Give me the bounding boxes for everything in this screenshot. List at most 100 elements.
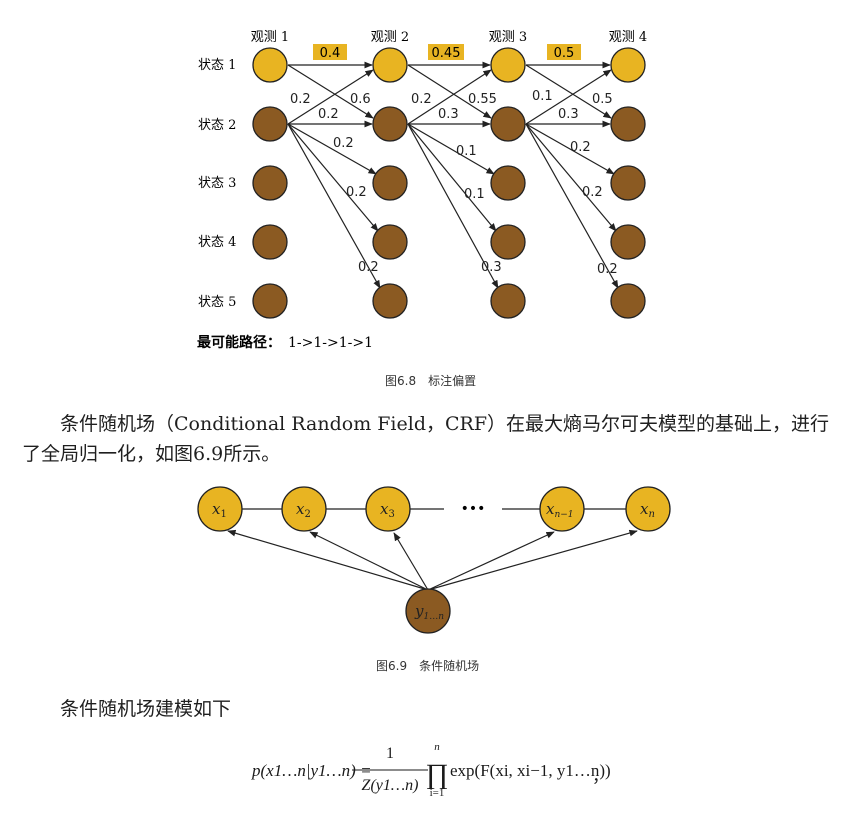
edge-label: 0.5 — [592, 92, 613, 107]
edge — [407, 64, 492, 119]
figure-6-8: 观测 1 观测 2 观测 3 观测 4 状态 1 状态 2 状态 3 状态 4 … — [197, 30, 647, 351]
state-label-3: 状态 3 — [198, 176, 236, 191]
state-node — [490, 283, 526, 319]
x-node-1-label: x1 — [212, 500, 227, 520]
prob-label-1: 0.4 — [320, 46, 341, 61]
x-node-2 — [281, 486, 327, 532]
prob-highlight-3 — [547, 44, 581, 60]
edge — [287, 123, 379, 232]
edge-label: 0.2 — [290, 92, 311, 107]
obs-label-2: 观测 2 — [371, 30, 409, 45]
formula-lhs: p(x1…n|y1…n) = — [251, 761, 372, 780]
product-upper: n — [434, 741, 440, 753]
x-node-n-label: xn — [640, 500, 655, 520]
paragraph-crf-model: 条件随机场建模如下 — [60, 698, 232, 720]
edge-label: 0.2 — [318, 107, 339, 122]
prob-label-2: 0.45 — [432, 46, 461, 61]
y-to-x-edge — [393, 532, 429, 591]
edge-label: 0.3 — [481, 260, 502, 275]
prob-highlight-2 — [428, 44, 464, 60]
figure-6-8-caption: 图6.8 标注偏置 — [385, 374, 477, 388]
state-label-5: 状态 5 — [198, 295, 236, 310]
edge-label: 0.1 — [464, 187, 485, 202]
formula-numerator: 1 — [386, 745, 394, 762]
obs-label-1: 观测 1 — [251, 30, 289, 45]
chain-ellipsis: ••• — [461, 501, 486, 517]
state-label-2: 状态 2 — [198, 118, 236, 133]
state-node — [610, 224, 646, 260]
edge-label: 0.55 — [468, 92, 497, 107]
product-lower: i=1 — [430, 787, 445, 799]
edge — [525, 69, 612, 125]
y-to-x-edge — [309, 531, 429, 591]
obs-label-3: 观测 3 — [489, 30, 527, 45]
formula-trailing: ， — [592, 767, 609, 786]
state-node — [610, 165, 646, 201]
edge-label: 0.1 — [456, 144, 477, 159]
edge-label: 0.2 — [570, 140, 591, 155]
edge — [407, 69, 492, 125]
prob-highlight-1 — [313, 44, 347, 60]
edge-label: 0.2 — [346, 185, 367, 200]
figure-6-9: ••• x1 x2 x3 xn−1 xn y1…n — [197, 486, 671, 634]
edge — [287, 64, 374, 119]
state-node — [372, 224, 408, 260]
path-value: 1->1->1->1 — [288, 335, 373, 351]
state-node — [490, 165, 526, 201]
state-node — [610, 283, 646, 319]
edge-label: 0.3 — [558, 107, 579, 122]
edge-label: 0.2 — [358, 260, 379, 275]
state-node — [490, 224, 526, 260]
y-node — [405, 588, 451, 634]
state-node — [252, 106, 288, 142]
state-node — [372, 165, 408, 201]
state-node — [252, 47, 288, 83]
edge — [407, 123, 497, 232]
x-node-1 — [197, 486, 243, 532]
figure-6-9-caption: 图6.9 条件随机场 — [376, 659, 480, 673]
edge — [525, 123, 617, 232]
state-label-4: 状态 4 — [198, 235, 236, 250]
edge-label: 0.1 — [532, 89, 553, 104]
y-to-x-edge — [427, 531, 555, 591]
edge — [287, 123, 381, 289]
y-to-x-edge — [427, 529, 638, 591]
edge — [525, 64, 612, 119]
x-node-n — [625, 486, 671, 532]
edge — [525, 123, 619, 289]
paragraph-crf-intro: 条件随机场（Conditional Random Field，CRF）在最大熵马… — [22, 413, 830, 465]
edge — [407, 123, 495, 175]
state-node — [252, 224, 288, 260]
formula-body: exp(F(xi, xi−1, y1…n)) — [450, 761, 611, 780]
edge-label: 0.2 — [582, 185, 603, 200]
edge-label: 0.2 — [597, 262, 618, 277]
formula-denominator: Z(y1…n) — [362, 777, 419, 794]
y-to-x-edge — [227, 529, 429, 591]
product-symbol: ∏ — [425, 759, 448, 790]
state-node — [372, 106, 408, 142]
edge — [287, 123, 377, 175]
edge-label: 0.6 — [350, 92, 371, 107]
state-node — [252, 283, 288, 319]
x-node-3-label: x3 — [380, 500, 395, 520]
state-node — [490, 47, 526, 83]
prob-label-3: 0.5 — [554, 46, 575, 61]
edge — [407, 123, 499, 289]
crf-formula: p(x1…n|y1…n) = 1 Z(y1…n) n ∏ i=1 exp(F(x… — [251, 741, 611, 799]
x-node-2-label: x2 — [296, 500, 311, 520]
x-node-3 — [365, 486, 411, 532]
state-label-1: 状态 1 — [198, 58, 236, 73]
edge-label: 0.3 — [438, 107, 459, 122]
x-node-n-minus-1-label: xn−1 — [546, 500, 574, 520]
state-node — [252, 165, 288, 201]
edge-label: 0.2 — [411, 92, 432, 107]
edge — [287, 69, 374, 125]
state-node — [372, 47, 408, 83]
state-node — [490, 106, 526, 142]
y-node-label: y1…n — [414, 602, 444, 622]
state-node — [372, 283, 408, 319]
edge — [525, 123, 615, 175]
obs-label-4: 观测 4 — [609, 30, 647, 45]
path-label: 最可能路径： — [197, 334, 281, 351]
